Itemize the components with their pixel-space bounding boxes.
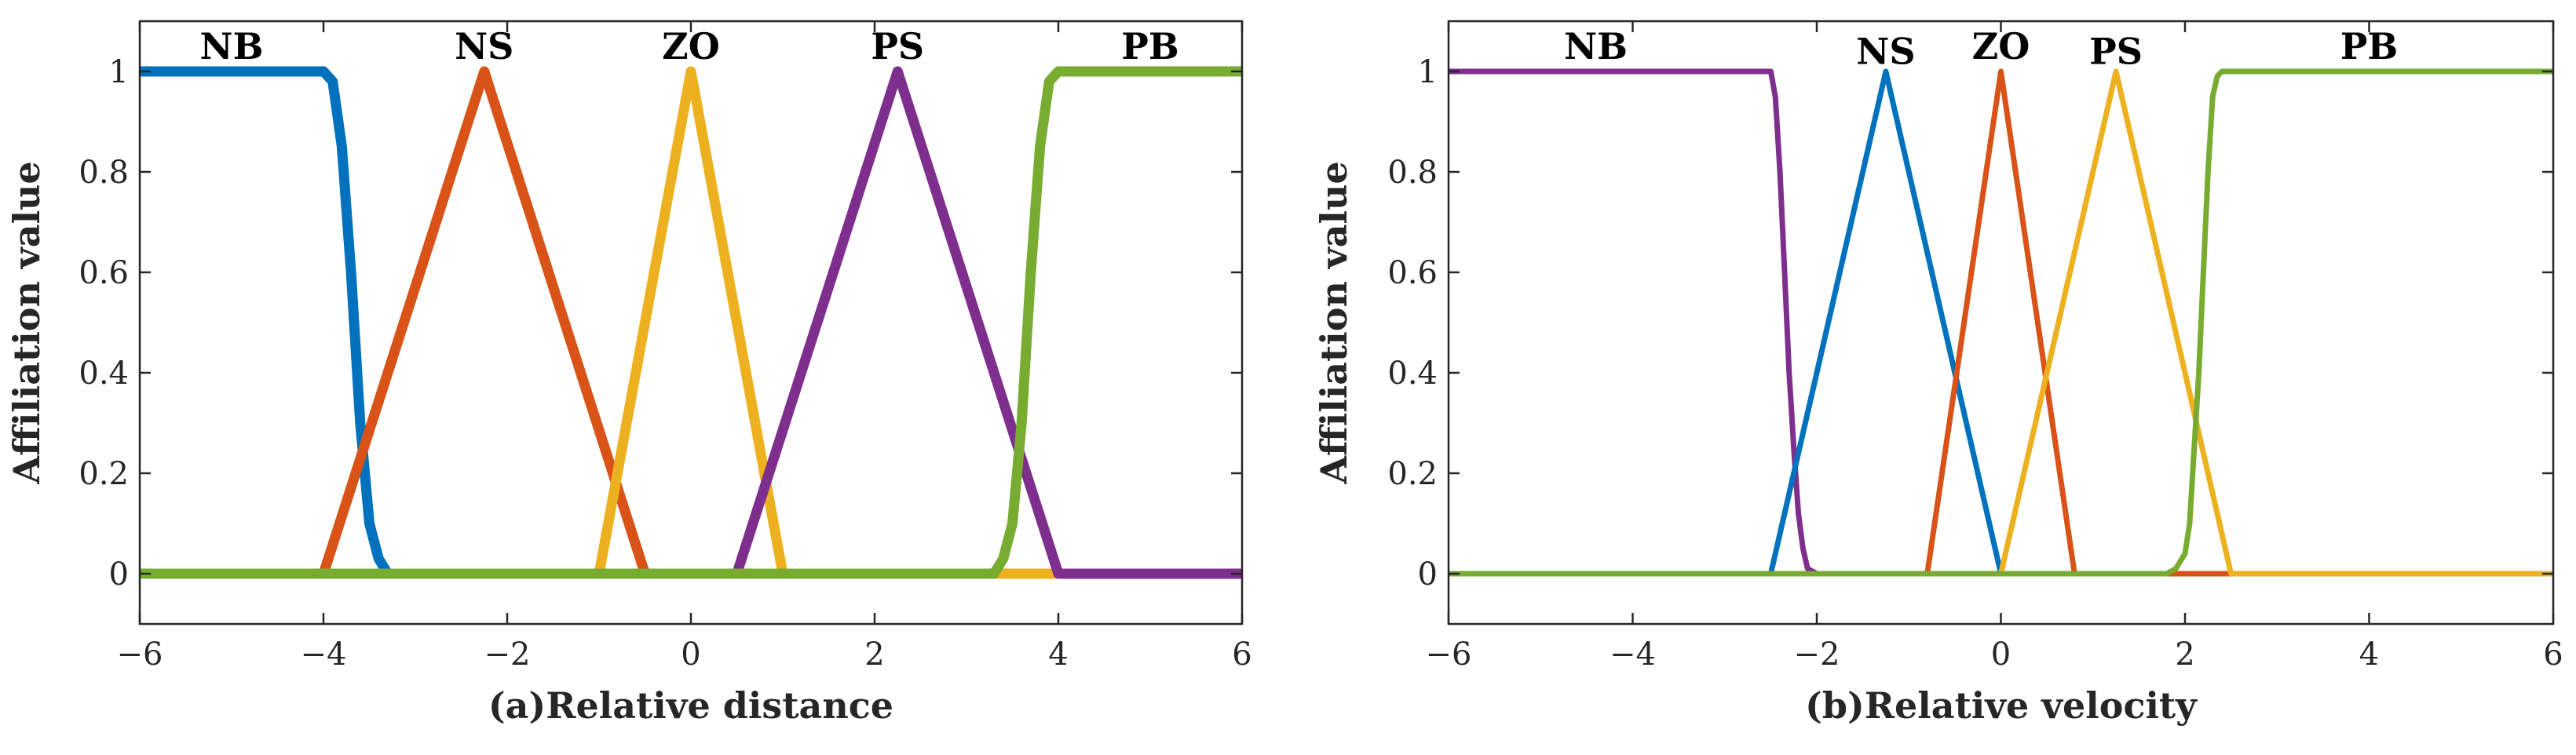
- x-tick-label: 2: [2175, 636, 2194, 673]
- y-tick-label: 0.6: [79, 255, 129, 291]
- x-tick-label: −6: [117, 636, 163, 673]
- x-tick-label: −2: [484, 636, 531, 673]
- y-tick-label: 1: [109, 54, 129, 90]
- series-line-nb: [140, 66, 1242, 579]
- mf-label-ps: PS: [871, 25, 924, 67]
- y-tick-label: 0.8: [79, 155, 129, 191]
- mf-label-ns: NS: [1856, 30, 1915, 72]
- x-tick-label: −4: [301, 636, 347, 673]
- y-tick-label: 0: [1418, 556, 1438, 593]
- x-axis-label: (b)Relative velocity: [1805, 684, 2198, 727]
- x-tick-label: 0: [681, 636, 700, 673]
- y-axis-label: Affiliation value: [5, 161, 48, 484]
- mf-label-zo: ZO: [662, 25, 720, 67]
- y-tick-label: 0.4: [1387, 356, 1438, 392]
- y-axis-label: Affiliation value: [1313, 161, 1355, 484]
- series-line-nb: [1449, 68, 2553, 577]
- y-tick-label: 0.8: [1387, 155, 1438, 191]
- mf-label-ns: NS: [455, 25, 513, 67]
- mf-label-zo: ZO: [1972, 25, 2030, 67]
- chart-panel-a: −6 −4 −2 0 2 4 6 0 0.2 0.4 0.6 0.8 1 (a)Relative dist…: [5, 20, 1252, 727]
- mf-label-ps: PS: [2089, 30, 2143, 72]
- y-tick-label: 0.2: [1387, 456, 1438, 492]
- x-axis-label: (a)Relative distance: [488, 684, 893, 727]
- x-tick-label: 6: [2543, 636, 2563, 673]
- series-line-pb: [140, 66, 1242, 579]
- x-tick-label: 4: [2359, 636, 2379, 673]
- chart-panel-b: −6 −4 −2 0 2 4 6 0 0.2 0.4 0.6 0.8 1 (b)Relative velo…: [1313, 20, 2563, 727]
- y-tick-label: 0: [109, 556, 129, 593]
- series-line-pb: [1449, 68, 2553, 577]
- mf-label-pb: PB: [1121, 25, 1178, 67]
- mf-label-nb: NB: [200, 25, 264, 67]
- x-tick-label: −4: [1610, 636, 1656, 673]
- y-tick-label: 0.6: [1387, 255, 1438, 291]
- y-tick-label: 0.4: [79, 356, 129, 392]
- x-tick-label: −2: [1794, 636, 1840, 673]
- x-tick-label: −6: [1426, 636, 1472, 673]
- y-tick-label: 0.2: [79, 456, 129, 492]
- mf-label-nb: NB: [1564, 25, 1628, 67]
- x-tick-label: 6: [1232, 636, 1251, 673]
- x-tick-label: 0: [1991, 636, 2011, 673]
- series-group: [140, 66, 1242, 579]
- y-tick-label: 1: [1418, 54, 1438, 90]
- x-tick-label: 2: [864, 636, 884, 673]
- mf-label-pb: PB: [2340, 25, 2398, 67]
- series-group: [1449, 68, 2553, 577]
- x-tick-label: 4: [1048, 636, 1068, 673]
